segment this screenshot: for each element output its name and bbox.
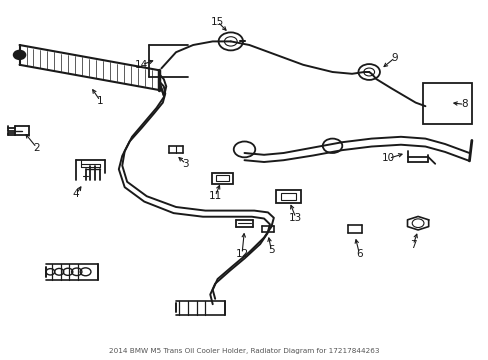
Text: 5: 5 bbox=[267, 245, 274, 255]
Text: 4: 4 bbox=[72, 189, 79, 199]
Bar bbox=[211, 173, 233, 184]
Text: 1: 1 bbox=[97, 96, 103, 106]
Text: 9: 9 bbox=[391, 53, 398, 63]
Text: 8: 8 bbox=[460, 99, 467, 109]
Bar bbox=[216, 175, 228, 181]
Bar bbox=[422, 83, 471, 124]
Text: 15: 15 bbox=[210, 17, 224, 27]
Text: 10: 10 bbox=[382, 153, 394, 163]
Bar bbox=[281, 193, 295, 200]
Text: 12: 12 bbox=[235, 249, 248, 259]
Bar bbox=[276, 190, 300, 203]
Text: 2: 2 bbox=[33, 143, 40, 153]
Text: 13: 13 bbox=[288, 213, 302, 223]
Text: 11: 11 bbox=[208, 191, 222, 201]
Circle shape bbox=[14, 51, 25, 59]
Text: 3: 3 bbox=[182, 159, 189, 169]
Text: 7: 7 bbox=[409, 240, 416, 250]
Text: 14: 14 bbox=[135, 60, 148, 70]
Text: 2014 BMW M5 Trans Oil Cooler Holder, Radiator Diagram for 17217844263: 2014 BMW M5 Trans Oil Cooler Holder, Rad… bbox=[109, 348, 379, 354]
Text: 6: 6 bbox=[355, 249, 362, 259]
